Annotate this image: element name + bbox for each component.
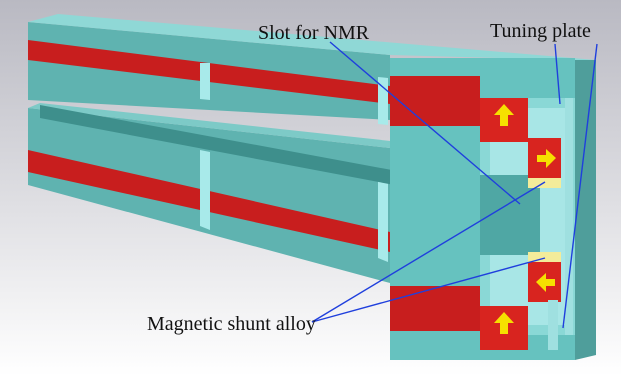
tuning-plate-label: Tuning plate [490,20,591,42]
up-arrow-icon [494,312,514,334]
left-arrow-icon [536,273,555,292]
end-block-top-face [390,45,596,60]
pole-gap [40,105,500,205]
leader-lines [311,41,598,329]
slot-for-nmr-label: Slot for NMR [258,22,370,44]
magnet-upper-back [390,76,480,126]
magnet-lower-back [390,286,480,331]
upper-beam [28,14,420,125]
tuning-plate-upper [565,98,573,335]
lower-beam-top-face [28,103,400,148]
upper-beam-top-face [28,14,420,55]
shunt-lower [528,252,561,262]
magnetic-shunt-alloy-label: Magnetic shunt alloy [147,313,316,335]
up-arrow-icon [494,104,514,126]
lower-beam [28,103,500,283]
tuning-plate-lower [548,300,558,350]
end-block [390,45,596,360]
right-arrow-icon [537,149,556,168]
end-block-right-face [575,60,596,360]
